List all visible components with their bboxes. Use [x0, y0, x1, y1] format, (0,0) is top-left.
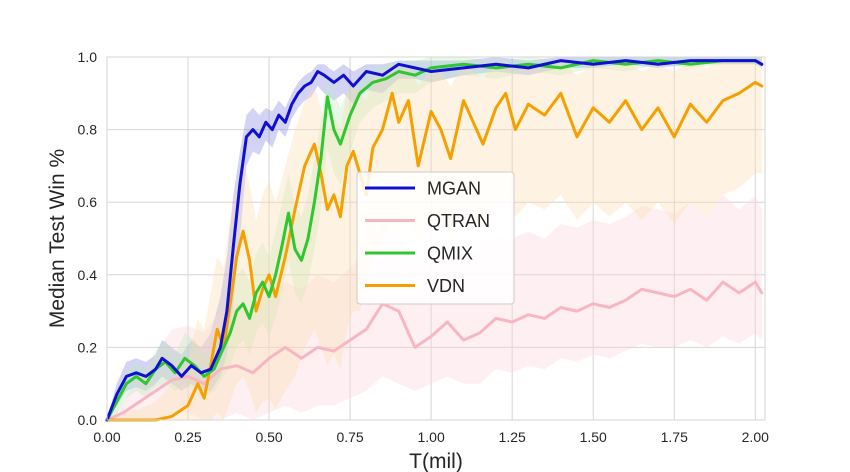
legend-label-mgan: MGAN — [427, 179, 481, 199]
y-tick-label: 1.0 — [78, 49, 98, 65]
plot-frame — [106, 56, 766, 421]
legend-label-qmix: QMIX — [427, 244, 473, 264]
x-tick-label: 1.75 — [661, 429, 688, 445]
band-mgan — [107, 57, 762, 420]
legend-box — [356, 171, 515, 305]
x-tick-label: 0.25 — [174, 429, 201, 445]
y-tick-label: 0.8 — [78, 122, 98, 138]
x-tick-label: 1.00 — [418, 429, 445, 445]
series-line-vdn — [105, 80, 764, 422]
y-tick-labels: 0.0 0.2 0.4 0.6 0.8 1.0 — [78, 49, 98, 428]
series-line-mgan — [105, 59, 764, 422]
series-line-qtran — [105, 280, 764, 422]
legend-label-qtran: QTRAN — [427, 211, 490, 231]
x-tick-label: 0.00 — [93, 429, 120, 445]
x-tick-labels: 0.00 0.25 0.50 0.75 1.00 1.25 1.50 1.75 2.00 — [93, 429, 769, 445]
y-axis-title: Median Test Win % — [46, 149, 69, 328]
x-tick-label: 1.25 — [499, 429, 526, 445]
series-line-qmix — [105, 59, 764, 422]
x-axis-title: T(mil) — [409, 450, 463, 472]
legend: MGAN QTRAN QMIX VDN — [356, 171, 515, 305]
x-tick-label: 0.75 — [336, 429, 363, 445]
x-tick-label: 1.50 — [580, 429, 607, 445]
x-tick-label: 2.00 — [742, 429, 769, 445]
y-tick-label: 0.2 — [78, 339, 98, 355]
band-qmix — [107, 57, 762, 420]
legend-label-vdn: VDN — [427, 276, 465, 296]
band-qtran — [107, 194, 762, 420]
band-vdn — [107, 57, 762, 420]
y-tick-label: 0.0 — [78, 412, 98, 428]
confidence-bands — [107, 57, 762, 420]
x-tick-label: 0.50 — [255, 429, 282, 445]
y-tick-label: 0.4 — [78, 267, 98, 283]
y-tick-label: 0.6 — [78, 194, 98, 210]
series-lines — [105, 59, 764, 422]
